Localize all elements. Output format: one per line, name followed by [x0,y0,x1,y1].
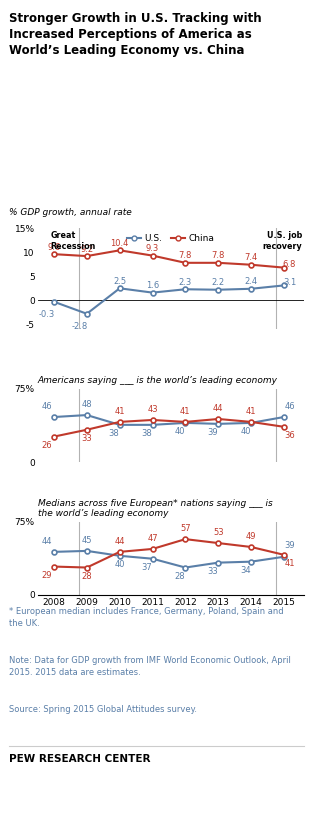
Text: 44: 44 [213,403,223,412]
Text: 38: 38 [141,429,152,438]
Text: 36: 36 [284,431,295,440]
Text: 2.5: 2.5 [113,277,126,286]
Text: Americans saying ___ is the world’s leading economy: Americans saying ___ is the world’s lead… [38,376,278,385]
Text: 7.4: 7.4 [244,253,258,262]
Text: 53: 53 [213,528,223,537]
Text: 44: 44 [42,536,52,545]
Text: 43: 43 [147,404,158,414]
Text: 2.3: 2.3 [179,278,192,287]
Text: Note: Data for GDP growth from IMF World Economic Outlook, April
2015. 2015 data: Note: Data for GDP growth from IMF World… [9,656,291,677]
Text: 33: 33 [207,566,218,575]
Text: 40: 40 [115,560,125,569]
Text: % GDP growth, annual rate: % GDP growth, annual rate [9,208,132,217]
Text: 38: 38 [109,429,120,438]
Text: 28: 28 [81,571,92,580]
Text: -0.3: -0.3 [39,310,55,319]
Text: 29: 29 [42,570,52,579]
Text: Stronger Growth in U.S. Tracking with
Increased Perceptions of America as
World’: Stronger Growth in U.S. Tracking with In… [9,12,262,57]
Text: 3.1: 3.1 [283,278,296,287]
Text: 41: 41 [246,407,256,416]
Text: 45: 45 [82,535,92,544]
Legend: U.S., China: U.S., China [123,231,218,247]
Text: 39: 39 [207,428,218,437]
Text: 40: 40 [175,427,185,436]
Text: 7.8: 7.8 [179,251,192,260]
Text: 41: 41 [284,559,295,568]
Text: 2.2: 2.2 [212,278,225,288]
Text: 28: 28 [175,571,185,580]
Text: Medians across five European* nations saying ___ is
the world’s leading economy: Medians across five European* nations sa… [38,499,272,518]
Text: 47: 47 [147,534,158,543]
Text: 39: 39 [284,541,295,550]
Text: 10.4: 10.4 [110,239,129,248]
Text: * European median includes France, Germany, Poland, Spain and
the UK.: * European median includes France, Germa… [9,607,284,628]
Text: 9.3: 9.3 [146,244,159,253]
Text: 41: 41 [115,407,125,416]
Text: 37: 37 [141,563,152,572]
Text: 33: 33 [81,434,92,443]
Text: 49: 49 [246,531,256,540]
Text: 44: 44 [115,536,125,545]
Text: 57: 57 [180,524,191,533]
Text: 9.2: 9.2 [80,244,93,253]
Text: Great
Recession: Great Recession [51,231,96,251]
Text: 40: 40 [240,427,251,436]
Text: 46: 46 [284,402,295,411]
Text: U.S. job
recovery: U.S. job recovery [262,231,302,251]
Text: 48: 48 [81,399,92,409]
Text: PEW RESEARCH CENTER: PEW RESEARCH CENTER [9,754,151,764]
Text: 46: 46 [42,402,52,411]
Text: 41: 41 [180,407,191,416]
Text: 34: 34 [240,566,251,575]
Text: Source: Spring 2015 Global Attitudes survey.: Source: Spring 2015 Global Attitudes sur… [9,705,198,714]
Text: -2.8: -2.8 [72,322,88,331]
Text: 7.8: 7.8 [212,251,225,260]
Text: 9.6: 9.6 [47,243,61,252]
Text: 6.8: 6.8 [283,260,296,269]
Text: 1.6: 1.6 [146,281,159,290]
Text: 26: 26 [42,441,52,450]
Text: 2.4: 2.4 [244,277,258,286]
